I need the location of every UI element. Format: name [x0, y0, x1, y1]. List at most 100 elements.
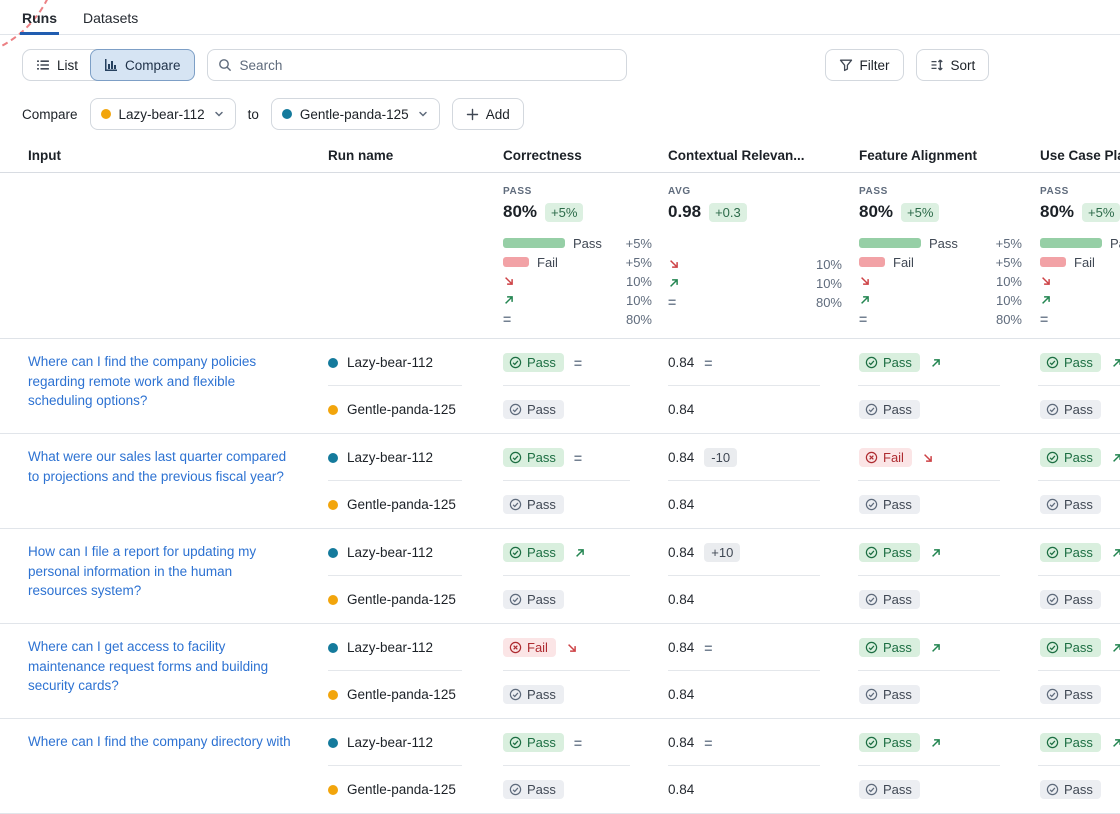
- comparison-run-select[interactable]: Gentle-panda-125: [270, 98, 440, 130]
- metric-cell: 0.84 +10: [660, 529, 850, 576]
- metric-cell: 0.84: [660, 576, 850, 623]
- summary-stats: PASS 80% +5% AVG 0.98 +0.3 PASS 80% +5% …: [0, 173, 1120, 222]
- status-badge-pass: Pass: [1040, 733, 1101, 752]
- run-name: Gentle-panda-125: [347, 592, 456, 607]
- metric-cell: Pass: [850, 576, 1030, 623]
- input-link[interactable]: Where can I get access to facility maint…: [28, 639, 269, 694]
- stat-use-case: PASS 80% +5%: [1030, 186, 1120, 222]
- metric-cell: Pass: [850, 624, 1030, 671]
- stat-label: PASS: [859, 186, 888, 197]
- metric-value: 0.84: [668, 735, 695, 750]
- check-circle-icon: [1046, 641, 1059, 654]
- metric-value: 0.84: [668, 450, 695, 465]
- metric-value: 0.84: [668, 687, 695, 702]
- check-circle-icon: [1046, 498, 1059, 511]
- check-circle-icon: [865, 688, 878, 701]
- status-badge-fail: Fail: [859, 448, 912, 467]
- status-badge-pass: Pass: [859, 638, 920, 657]
- input-link[interactable]: Where can I find the company directory w…: [28, 734, 291, 749]
- status-badge-pass: Pass: [503, 353, 564, 372]
- metric-cell: Pass =: [492, 719, 660, 766]
- status-badge-pass: Pass: [1040, 780, 1101, 799]
- metric-cell: Pass: [850, 481, 1030, 528]
- run-name-cell: Gentle-panda-125: [320, 386, 492, 433]
- equals-icon: =: [503, 311, 512, 327]
- check-circle-icon: [865, 783, 878, 796]
- metric-cell: Pass: [850, 766, 1030, 813]
- legend-pass-value: +5%: [995, 235, 1022, 251]
- check-circle-icon: [1046, 546, 1059, 559]
- run-color-dot: [328, 547, 338, 558]
- check-circle-icon: [1046, 451, 1059, 464]
- status-badge-fail: Fail: [503, 638, 556, 657]
- legend-up-value: 10%: [625, 292, 652, 308]
- metric-cell: Pass: [1030, 719, 1120, 766]
- baseline-run-name: Lazy-bear-112: [118, 106, 205, 122]
- equals-icon: =: [573, 354, 583, 371]
- plus-icon: [466, 108, 479, 121]
- compare-view-button[interactable]: Compare: [90, 49, 195, 81]
- arrow-up-right-icon: [930, 547, 942, 559]
- input-link[interactable]: What were our sales last quarter compare…: [28, 449, 287, 484]
- legend-fail-label: Fail: [537, 254, 558, 270]
- arrow-down-right-icon: [668, 258, 680, 270]
- status-badge-pass: Pass: [859, 733, 920, 752]
- search-input[interactable]: [239, 57, 616, 73]
- legend-same-value: 80%: [625, 311, 652, 327]
- run-name-cell: Gentle-panda-125: [320, 766, 492, 813]
- table-row: How can I file a report for updating my …: [0, 529, 1120, 624]
- check-circle-icon: [865, 736, 878, 749]
- status-badge-pass: Pass: [859, 400, 920, 419]
- check-circle-icon: [865, 356, 878, 369]
- status-badge-pass: Pass: [503, 495, 564, 514]
- input-link[interactable]: Where can I find the company policies re…: [28, 354, 257, 409]
- metric-cell: Pass: [850, 671, 1030, 718]
- legend-same-value: 80%: [815, 294, 842, 310]
- metric-cell: Pass: [1030, 624, 1120, 671]
- table-row: What were our sales last quarter compare…: [0, 434, 1120, 529]
- run-color-dot: [328, 404, 338, 415]
- metric-cell: Pass: [492, 386, 660, 433]
- metric-cell: Pass: [1030, 339, 1120, 386]
- arrow-up-right-icon: [1111, 357, 1120, 369]
- metric-cell: 0.84 =: [660, 339, 850, 386]
- metric-cell: Pass: [492, 529, 660, 576]
- check-circle-icon: [1046, 403, 1059, 416]
- arrow-up-right-icon: [930, 357, 942, 369]
- metric-cell: Pass: [1030, 671, 1120, 718]
- tab-datasets[interactable]: Datasets: [83, 10, 139, 26]
- add-run-button[interactable]: Add: [451, 98, 524, 130]
- check-circle-icon: [509, 546, 522, 559]
- metric-cell: Fail: [850, 434, 1030, 481]
- legend-up-value: 10%: [995, 292, 1022, 308]
- run-name: Lazy-bear-112: [347, 450, 434, 465]
- filter-button[interactable]: Filter: [824, 49, 904, 81]
- pass-bar: [1040, 238, 1102, 248]
- run-name-cell: Lazy-bear-112: [320, 719, 492, 766]
- legend-pass-label: Pass: [573, 235, 602, 251]
- list-icon: [36, 58, 50, 72]
- check-circle-icon: [509, 736, 522, 749]
- input-cell: Where can I find the company policies re…: [0, 339, 320, 433]
- input-cell: Where can I find the company directory w…: [0, 719, 320, 813]
- status-badge-pass: Pass: [1040, 638, 1101, 657]
- check-circle-icon: [1046, 783, 1059, 796]
- metric-cell: Fail: [492, 624, 660, 671]
- tab-runs[interactable]: Runs: [20, 10, 59, 35]
- baseline-run-select[interactable]: Lazy-bear-112: [89, 98, 236, 130]
- status-badge-pass: Pass: [503, 590, 564, 609]
- input-link[interactable]: How can I file a report for updating my …: [28, 544, 257, 599]
- arrow-up-right-icon: [503, 294, 515, 306]
- input-cell: What were our sales last quarter compare…: [0, 434, 320, 528]
- pass-bar: [859, 238, 921, 248]
- metric-value: 0.84: [668, 402, 695, 417]
- list-view-button[interactable]: List: [23, 50, 91, 80]
- arrow-up-right-icon: [930, 737, 942, 749]
- x-circle-icon: [509, 641, 522, 654]
- chevron-down-icon: [213, 108, 225, 120]
- metric-cell: 0.84: [660, 766, 850, 813]
- metric-cell: Pass: [492, 481, 660, 528]
- metric-cell: Pass =: [492, 434, 660, 481]
- status-badge-pass: Pass: [503, 780, 564, 799]
- sort-button[interactable]: Sort: [915, 49, 990, 81]
